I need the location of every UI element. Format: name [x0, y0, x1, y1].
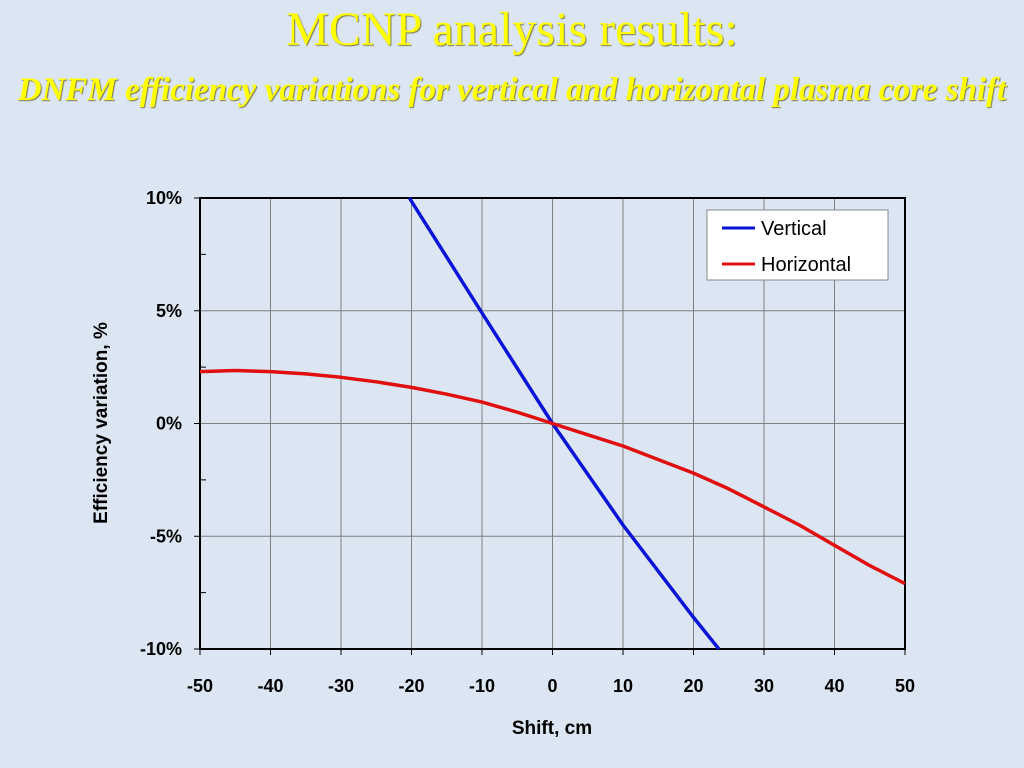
y-tick-label: 5% [156, 301, 182, 321]
x-axis: -50 -40 -30 -20 -10 0 10 20 30 40 50 [187, 649, 915, 696]
y-axis: 10% 5% 0% -5% -10% [140, 188, 200, 659]
legend-box [706, 209, 889, 281]
x-axis-title: Shift, cm [512, 718, 592, 739]
x-tick-label: -30 [328, 676, 354, 696]
y-tick-label: -5% [150, 526, 182, 546]
y-axis-title: Efficiency variation, % [91, 322, 112, 524]
chart-legend: Vertical Horizontal [706, 209, 889, 281]
x-tick-label: 50 [895, 676, 915, 696]
x-tick-label: 40 [824, 676, 844, 696]
x-tick-label: -50 [187, 676, 213, 696]
chart-series [199, 197, 906, 651]
y-tick-label: 0% [156, 414, 182, 434]
x-tick-label: -40 [257, 676, 283, 696]
x-tick-label: -20 [398, 676, 424, 696]
x-tick-label: 20 [683, 676, 703, 696]
slide-title: MCNP analysis results: [286, 3, 738, 56]
x-tick-label: 10 [613, 676, 633, 696]
slide-subtitle: DNFM efficiency variations for vertical … [17, 72, 1007, 108]
x-tick-label: 0 [547, 676, 557, 696]
series-line-horizontal [199, 368, 906, 586]
x-tick-label: -10 [469, 676, 495, 696]
y-tick-label: -10% [140, 639, 182, 659]
legend-label-vertical: Vertical [761, 218, 827, 240]
series-line-vertical [407, 197, 721, 651]
x-tick-label: 30 [754, 676, 774, 696]
legend-label-horizontal: Horizontal [761, 254, 851, 276]
y-tick-label: 10% [146, 188, 182, 208]
